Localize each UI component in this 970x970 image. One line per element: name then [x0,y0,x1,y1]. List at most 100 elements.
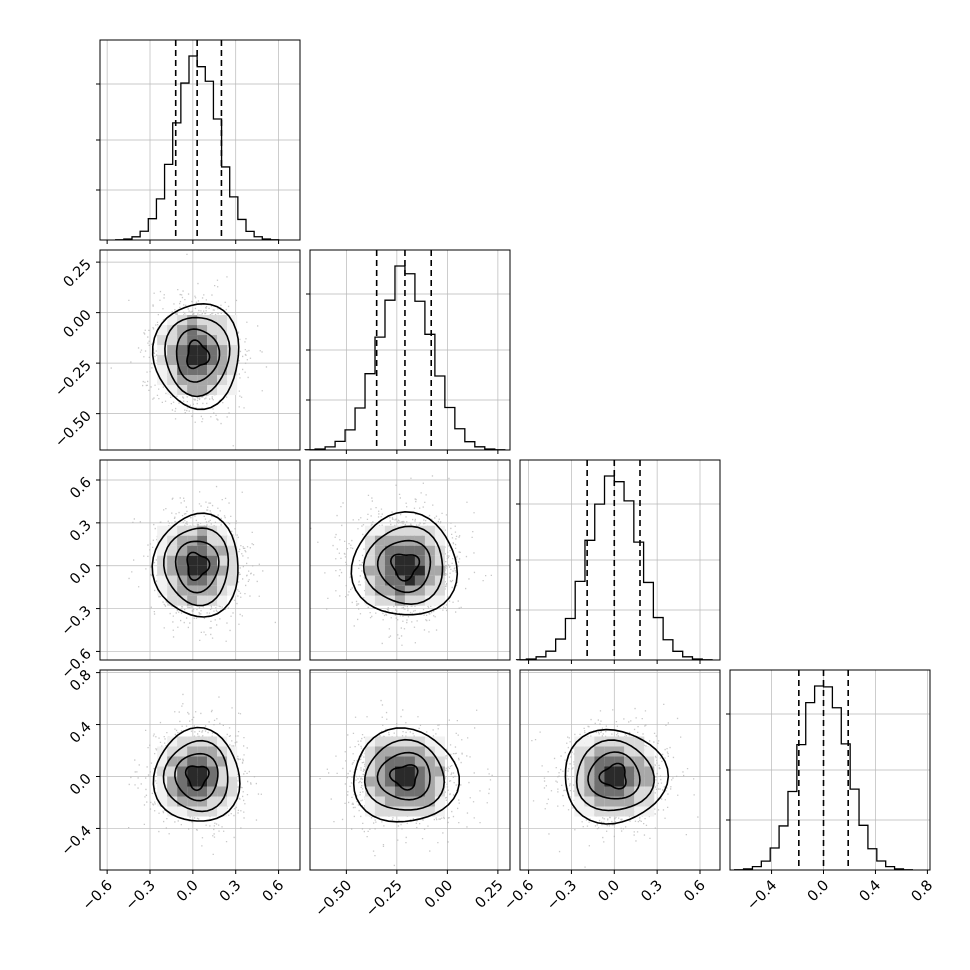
density-cell [187,355,198,366]
density-cell [404,525,415,536]
y-tick-label: −0.25 [52,358,95,401]
density-cell [197,315,208,326]
density-cell [167,325,178,336]
density-cell [404,766,415,777]
x-tick-label: 0.6 [681,878,709,906]
contour-1 [587,751,641,800]
density-cell [157,746,168,757]
density-cell [227,345,238,356]
density-cell [217,776,228,787]
density-cell [414,535,425,546]
density-cell [197,746,208,757]
density-cell [424,736,435,747]
density-cell [364,766,375,777]
density-cell [167,585,178,596]
density-cell [177,756,188,767]
density-cell [197,595,208,606]
density-cell [177,776,188,787]
density-cell [374,756,385,767]
density-cell [594,746,605,757]
density-cell [187,806,198,817]
density-cell [157,345,168,356]
density-cell [634,786,645,797]
density-cell [364,746,375,757]
density-cell [364,585,375,596]
density-cell [604,746,615,757]
density-cell [614,786,625,797]
density-cell [167,786,178,797]
density-cell [604,786,615,797]
histogram-3 [734,685,913,871]
x-tick-label: −0.3 [123,878,159,914]
density-cell [227,335,238,346]
density-cell [217,756,228,767]
density-cell [414,786,425,797]
density-cell [157,545,168,556]
density-cell [207,325,218,336]
density-cell [394,766,405,777]
density-cell [434,746,445,757]
density-cell [434,786,445,797]
density-cell [424,575,435,586]
contour-0 [598,762,627,790]
density-cell [594,736,605,747]
density-cell [424,756,435,767]
density-cell [207,375,218,386]
density-cell [167,375,178,386]
density-cell [197,766,208,777]
density-cell [207,776,218,787]
density-cell [187,365,198,376]
density-cell [227,535,238,546]
density-cell [157,766,168,777]
contour-3 [152,726,241,822]
density-cell [404,756,415,767]
pair-panel-2-0 [99,459,301,661]
density-cell [374,776,385,787]
y-tick-label: 0.0 [67,771,95,799]
density-cell [414,776,425,787]
density-cell [434,555,445,566]
density-cell [207,555,218,566]
contour-1 [174,540,220,594]
density-cell [424,796,435,807]
density-cell [227,375,238,386]
density-cell [177,335,188,346]
density-cell [217,595,228,606]
density-cell [157,756,168,767]
density-cell [424,746,435,757]
density-cell [177,806,188,817]
density-cell [574,796,585,807]
pair-panel-3-0 [99,669,301,871]
density-cell [187,545,198,556]
density-cell [434,535,445,546]
density-cell [404,595,415,606]
density-cell [404,545,415,556]
density-cell [604,796,615,807]
density-cell [197,756,208,767]
contour-0 [184,765,210,792]
density-cell [624,776,635,787]
y-tick-label: 0.0 [67,560,95,588]
density-cell [207,736,218,747]
density-cell [217,746,228,757]
hist-panel-2 [515,459,721,661]
density-cell [414,595,425,606]
density-cell [394,555,405,566]
density-cell [394,565,405,576]
frame-1-0 [99,249,301,451]
density-cell [167,365,178,376]
density-cell [217,806,228,817]
x-tick-label: 0.4 [857,878,885,906]
density-cell [197,796,208,807]
density-cell [187,345,198,356]
density-cell [167,595,178,606]
density-cell [394,746,405,757]
frame-0 [99,39,301,241]
histogram-1 [304,265,506,451]
density-cell [634,736,645,747]
density-cell [624,766,635,777]
density-cell [167,345,178,356]
pair-panel-3-2 [519,669,721,871]
density-cell [157,525,168,536]
density-cell [424,595,435,606]
